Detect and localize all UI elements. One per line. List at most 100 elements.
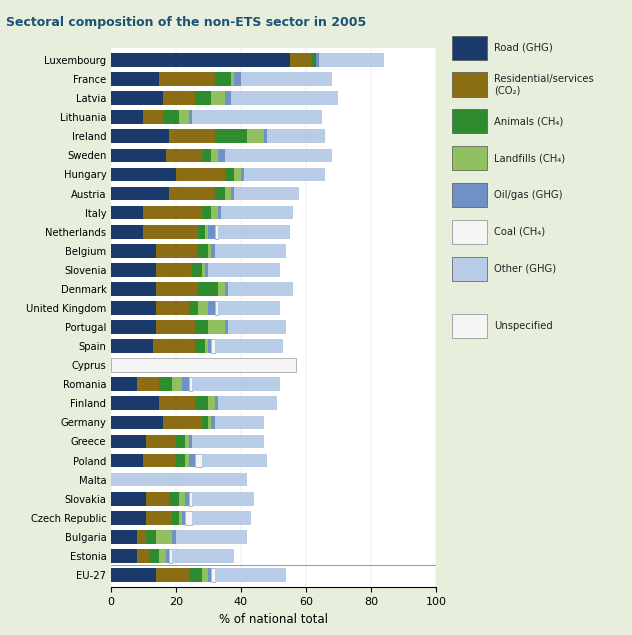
Bar (319, 53, 384, 67)
Bar (111, 415, 162, 429)
Bar (209, 244, 212, 258)
Bar (111, 225, 143, 239)
Bar (111, 244, 156, 258)
Bar (189, 377, 192, 391)
Bar (202, 453, 267, 467)
Bar (111, 91, 162, 105)
Bar (185, 434, 189, 448)
Bar (137, 549, 150, 563)
Bar (162, 91, 195, 105)
Bar (111, 263, 156, 277)
Bar (111, 301, 156, 315)
Bar (169, 549, 173, 563)
Bar (185, 453, 189, 467)
Bar (156, 263, 192, 277)
Bar (218, 149, 224, 163)
Bar (192, 434, 264, 448)
Bar (198, 225, 205, 239)
Bar (111, 282, 156, 296)
Bar (212, 91, 224, 105)
Bar (212, 339, 215, 353)
Bar (111, 568, 156, 582)
Bar (212, 568, 215, 582)
Bar (111, 130, 169, 143)
Bar (209, 396, 215, 410)
Bar (198, 282, 218, 296)
Bar (195, 396, 209, 410)
Bar (156, 301, 189, 315)
Bar (215, 568, 286, 582)
Bar (147, 530, 156, 544)
Bar (176, 168, 224, 182)
Bar (156, 244, 198, 258)
Bar (189, 492, 192, 505)
Bar (111, 339, 153, 353)
Bar (215, 301, 218, 315)
Bar (159, 549, 166, 563)
Bar (189, 453, 195, 467)
Bar (215, 415, 264, 429)
Bar (111, 549, 137, 563)
Bar (111, 168, 176, 182)
Bar (224, 187, 231, 201)
Bar (202, 263, 205, 277)
Text: Animals (CH₄): Animals (CH₄) (494, 116, 564, 126)
Bar (205, 263, 209, 277)
Bar (111, 110, 143, 124)
Bar (264, 130, 267, 143)
Bar (111, 511, 147, 525)
Bar (189, 110, 192, 124)
Bar (231, 72, 234, 86)
X-axis label: % of national total: % of national total (219, 613, 328, 625)
Bar (215, 225, 218, 239)
Bar (111, 434, 147, 448)
Bar (195, 453, 202, 467)
Bar (173, 377, 182, 391)
Bar (169, 187, 215, 201)
Bar (111, 396, 159, 410)
Bar (209, 568, 212, 582)
Bar (179, 110, 189, 124)
Bar (162, 110, 179, 124)
Bar (202, 415, 209, 429)
Bar (189, 434, 192, 448)
Bar (224, 168, 234, 182)
Bar (156, 320, 195, 334)
Bar (147, 511, 173, 525)
Bar (111, 358, 296, 372)
Bar (147, 492, 169, 505)
Bar (156, 282, 198, 296)
Bar (202, 149, 212, 163)
Bar (198, 301, 209, 315)
Bar (209, 320, 224, 334)
Bar (198, 244, 209, 258)
Bar (221, 206, 293, 220)
Bar (111, 72, 159, 86)
Bar (241, 168, 244, 182)
Bar (189, 301, 198, 315)
Bar (212, 206, 218, 220)
Bar (179, 511, 182, 525)
Bar (234, 168, 241, 182)
Bar (111, 320, 156, 334)
Bar (224, 320, 228, 334)
Text: Road (GHG): Road (GHG) (494, 43, 553, 53)
Bar (192, 110, 322, 124)
Text: Residential/services
(CO₂): Residential/services (CO₂) (494, 74, 594, 95)
Bar (169, 492, 179, 505)
Bar (215, 72, 231, 86)
Bar (173, 549, 234, 563)
Bar (111, 453, 143, 467)
Bar (176, 530, 247, 544)
Bar (192, 511, 250, 525)
Bar (179, 492, 185, 505)
Bar (111, 472, 247, 486)
Bar (215, 244, 286, 258)
Bar (231, 91, 339, 105)
Bar (209, 339, 212, 353)
Bar (209, 225, 215, 239)
Bar (195, 339, 205, 353)
Bar (224, 282, 228, 296)
Bar (176, 453, 185, 467)
Bar (218, 396, 277, 410)
